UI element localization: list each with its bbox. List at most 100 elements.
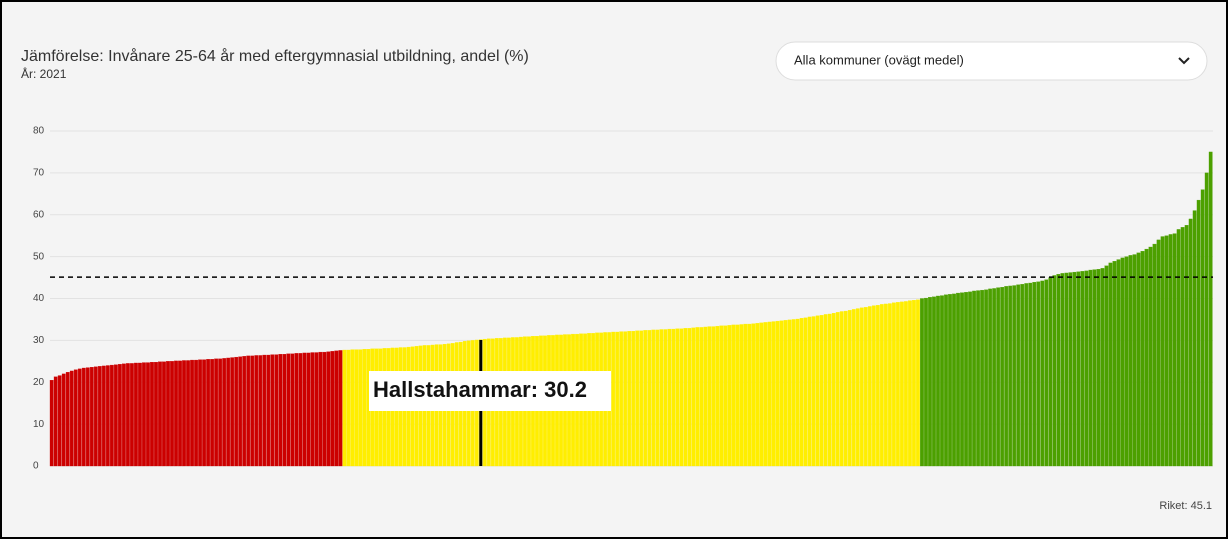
- bar: [912, 300, 916, 467]
- bar: [1064, 272, 1069, 467]
- bar: [81, 367, 86, 467]
- bar: [61, 373, 66, 467]
- bar: [944, 294, 948, 467]
- bar: [1124, 256, 1129, 467]
- bar: [1128, 255, 1133, 467]
- bar: [851, 309, 856, 467]
- dropdown-chevron[interactable]: [1178, 57, 1190, 65]
- bar: [667, 328, 672, 467]
- bar: [751, 323, 756, 467]
- bar: [350, 349, 355, 467]
- bar: [101, 365, 106, 467]
- bar: [1116, 259, 1121, 467]
- bar: [246, 355, 251, 467]
- bar: [1000, 287, 1005, 467]
- bar: [896, 302, 900, 467]
- bar: [1036, 281, 1041, 467]
- bar: [1080, 271, 1085, 467]
- bar: [262, 354, 267, 467]
- bar: [198, 359, 202, 467]
- bar: [222, 358, 227, 467]
- bar: [170, 361, 174, 467]
- bar: [214, 358, 218, 467]
- bar: [362, 349, 367, 467]
- bar: [1180, 227, 1185, 467]
- bar: [73, 369, 78, 467]
- bar: [1068, 272, 1073, 467]
- dropdown-label[interactable]: Alla kommuner (ovägt medel): [794, 52, 964, 67]
- bar: [703, 326, 708, 467]
- bar: [631, 331, 636, 467]
- bar: [647, 330, 652, 467]
- reference-label: Riket: 45.1: [1159, 500, 1212, 512]
- bar: [1104, 265, 1109, 467]
- bar: [1044, 279, 1049, 467]
- bar: [627, 331, 632, 467]
- bar: [879, 304, 884, 467]
- bar: [807, 316, 812, 467]
- bar: [1048, 277, 1053, 467]
- bar: [138, 362, 142, 467]
- bar: [1088, 269, 1093, 467]
- bar: [1136, 252, 1141, 467]
- bar: [900, 301, 904, 467]
- bar: [1208, 151, 1213, 467]
- bar: [960, 292, 964, 467]
- bar: [847, 310, 852, 467]
- bar: [888, 303, 892, 467]
- bar: [1188, 218, 1193, 467]
- bar: [314, 352, 319, 467]
- bar: [290, 353, 295, 467]
- bar: [916, 299, 920, 467]
- bar: [615, 331, 620, 467]
- y-tick-label: 40: [33, 293, 45, 304]
- bar: [162, 361, 166, 467]
- bar: [1152, 243, 1157, 467]
- bar: [743, 323, 748, 467]
- bar: [1120, 257, 1125, 467]
- bar: [110, 364, 114, 467]
- bar: [1192, 210, 1197, 467]
- bar: [174, 360, 178, 467]
- bar: [956, 292, 960, 467]
- y-tick-label: 10: [33, 419, 45, 430]
- bar: [964, 292, 968, 467]
- bar: [326, 351, 331, 467]
- bar: [206, 359, 210, 467]
- bar: [1132, 254, 1137, 467]
- y-tick-label: 70: [33, 168, 45, 179]
- bar: [871, 305, 876, 467]
- bar: [1052, 275, 1057, 467]
- bar: [952, 293, 956, 467]
- bar: [787, 319, 792, 467]
- bar: [635, 330, 640, 467]
- bar: [779, 320, 784, 467]
- bar: [114, 364, 118, 467]
- bar: [867, 306, 872, 467]
- chart-subtitle: År: 2021: [21, 66, 67, 81]
- bar: [855, 308, 860, 467]
- bar: [1196, 199, 1201, 467]
- bar: [1040, 280, 1045, 467]
- bar: [310, 352, 315, 467]
- bar: [815, 315, 820, 467]
- bar: [302, 352, 307, 467]
- bar: [218, 358, 222, 467]
- bar: [338, 350, 343, 467]
- bar: [988, 288, 992, 467]
- bar: [1024, 283, 1029, 467]
- bar: [53, 376, 58, 467]
- dropdown[interactable]: Alla kommuner (ovägt medel): [775, 41, 1208, 81]
- dropdown-box[interactable]: [775, 41, 1208, 81]
- bar: [182, 360, 186, 467]
- bar: [892, 302, 896, 467]
- bar: [663, 329, 668, 467]
- bar: [803, 317, 808, 467]
- bar: [1092, 269, 1097, 467]
- bar: [190, 359, 194, 467]
- bar: [859, 307, 864, 467]
- y-tick-label: 30: [33, 335, 45, 346]
- bar: [1008, 285, 1013, 467]
